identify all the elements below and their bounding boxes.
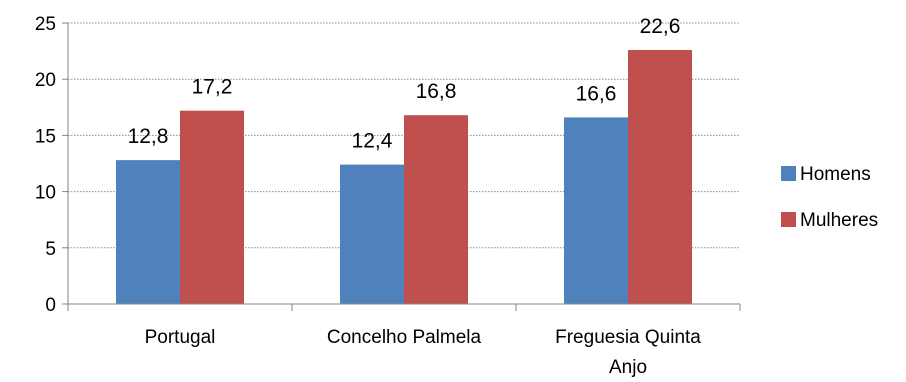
bar-homens-1 — [340, 164, 404, 304]
bar-mulheres-2 — [628, 49, 692, 305]
category-label-0: Portugal — [145, 327, 216, 348]
bar-homens-0 — [116, 160, 180, 304]
y-tick-label-4: 20 — [35, 70, 56, 91]
legend-label-mulheres: Mulheres — [800, 210, 878, 231]
data-labels: 12,8 17,2 12,4 16,8 16,6 22,6 — [128, 15, 681, 153]
category-label-1: Concelho Palmela — [327, 327, 482, 348]
data-label-mulheres-0: 17,2 — [192, 76, 233, 99]
legend-swatch-mulheres — [781, 212, 796, 227]
legend-label-homens: Homens — [800, 164, 871, 185]
bars — [116, 49, 692, 305]
data-label-homens-0: 12,8 — [128, 125, 169, 148]
y-tick-label-3: 15 — [35, 126, 56, 147]
y-tick-label-0: 0 — [45, 295, 56, 316]
legend: Homens Mulheres — [781, 164, 878, 231]
axes: 0 5 10 15 20 25 Portugal Concelho Palmela Fregue… — [35, 14, 741, 378]
y-tick-label-1: 5 — [45, 239, 56, 260]
bar-mulheres-0 — [180, 110, 244, 304]
category-label-2-line-1: Anjo — [609, 357, 647, 378]
data-label-mulheres-1: 16,8 — [416, 80, 457, 103]
y-tick-label-2: 10 — [35, 183, 56, 204]
category-label-2-line-0: Freguesia Quinta — [555, 327, 701, 348]
data-label-homens-1: 12,4 — [352, 130, 393, 153]
bar-homens-2 — [564, 117, 628, 304]
legend-swatch-homens — [781, 166, 796, 181]
data-label-homens-2: 16,6 — [576, 82, 617, 105]
y-tick-label-5: 25 — [35, 14, 56, 35]
bar-mulheres-1 — [404, 115, 468, 304]
data-label-mulheres-2: 22,6 — [640, 15, 681, 38]
